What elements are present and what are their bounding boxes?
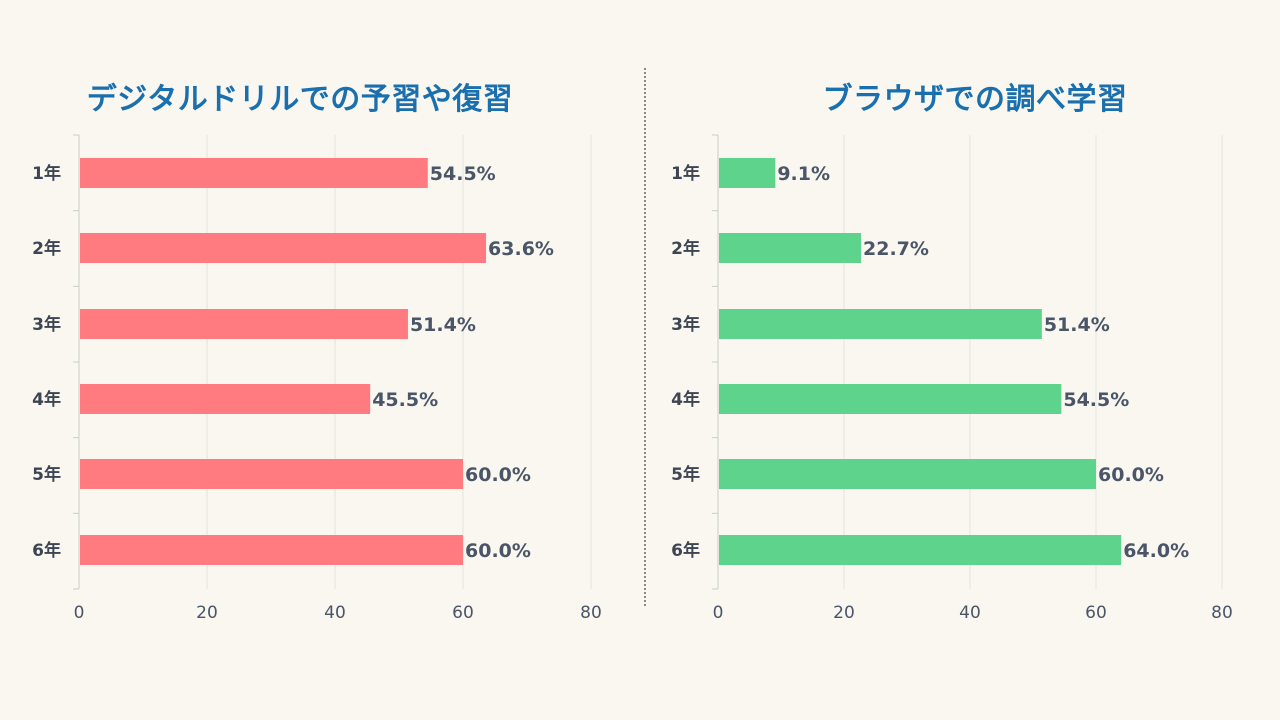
left-bar bbox=[80, 384, 371, 414]
right-category-label: 6年 bbox=[671, 540, 700, 561]
right-category-label: 1年 bbox=[671, 163, 700, 184]
right-value-label: 51.4% bbox=[1044, 314, 1110, 336]
right-value-label: 9.1% bbox=[777, 163, 830, 185]
left-bar bbox=[80, 535, 463, 565]
right-x-tick-label: 0 bbox=[713, 603, 724, 623]
left-chart-title: デジタルドリルでの予習や復習 bbox=[86, 82, 514, 117]
right-x-tick-label: 40 bbox=[959, 603, 981, 623]
right-bar bbox=[719, 459, 1096, 489]
left-bar bbox=[80, 158, 428, 188]
right-category-label: 3年 bbox=[671, 314, 700, 335]
left-value-label: 60.0% bbox=[465, 464, 531, 486]
right-bar bbox=[719, 158, 776, 188]
right-category-label: 4年 bbox=[671, 389, 700, 410]
left-bar bbox=[80, 459, 463, 489]
left-value-label: 60.0% bbox=[465, 540, 531, 562]
right-bar bbox=[719, 384, 1062, 414]
left-bar bbox=[80, 309, 408, 339]
left-bar bbox=[80, 233, 487, 263]
left-x-tick-label: 0 bbox=[74, 603, 85, 623]
left-value-label: 45.5% bbox=[372, 389, 438, 411]
panel-divider bbox=[644, 68, 646, 606]
left-category-label: 5年 bbox=[32, 464, 61, 485]
left-value-label: 54.5% bbox=[430, 163, 496, 185]
right-x-tick-label: 80 bbox=[1211, 603, 1233, 623]
right-x-tick-label: 60 bbox=[1085, 603, 1107, 623]
right-value-label: 54.5% bbox=[1063, 389, 1129, 411]
right-x-tick-label: 20 bbox=[833, 603, 855, 623]
left-value-label: 63.6% bbox=[488, 238, 554, 260]
left-value-label: 51.4% bbox=[410, 314, 476, 336]
right-category-label: 2年 bbox=[671, 238, 700, 259]
right-bar bbox=[719, 309, 1042, 339]
right-chart-title: ブラウザでの調べ学習 bbox=[822, 82, 1128, 117]
right-bar bbox=[719, 233, 862, 263]
left-x-tick-label: 80 bbox=[580, 603, 602, 623]
left-category-label: 1年 bbox=[32, 163, 61, 184]
left-x-tick-label: 60 bbox=[452, 603, 474, 623]
left-category-label: 3年 bbox=[32, 314, 61, 335]
left-x-tick-label: 20 bbox=[196, 603, 218, 623]
left-category-label: 6年 bbox=[32, 540, 61, 561]
left-x-tick-label: 40 bbox=[324, 603, 346, 623]
right-value-label: 60.0% bbox=[1098, 464, 1164, 486]
right-category-label: 5年 bbox=[671, 464, 700, 485]
right-value-label: 64.0% bbox=[1123, 540, 1189, 562]
left-category-label: 2年 bbox=[32, 238, 61, 259]
right-value-label: 22.7% bbox=[863, 238, 929, 260]
right-bar bbox=[719, 535, 1122, 565]
left-category-label: 4年 bbox=[32, 389, 61, 410]
